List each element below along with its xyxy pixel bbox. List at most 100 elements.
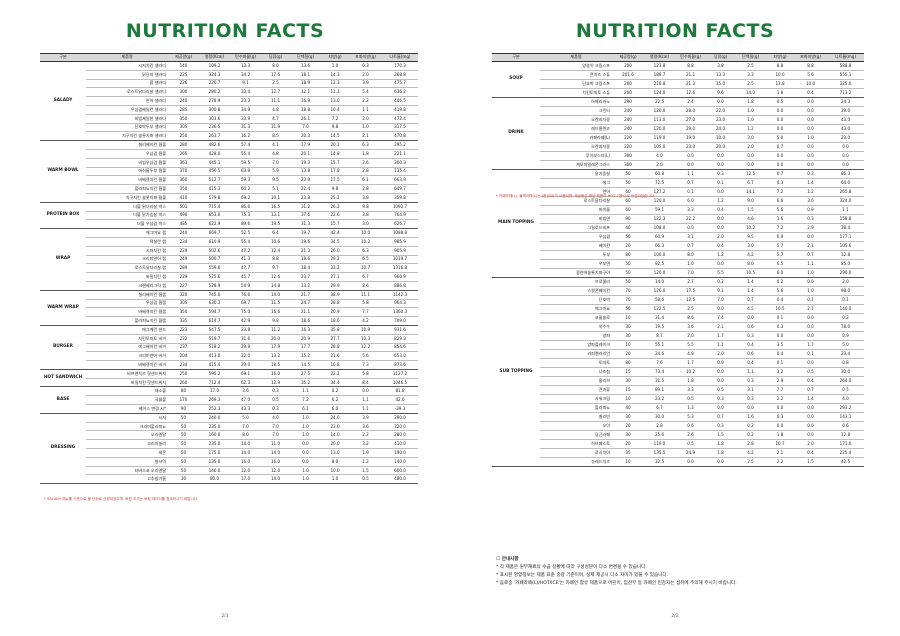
value-cell: 0.4: [735, 358, 766, 368]
product-name-cell: 루이보스티(L): [540, 151, 612, 161]
product-name-cell: 양파: [540, 331, 612, 341]
value-cell: 6.3: [349, 140, 382, 150]
value-cell: 8.0: [230, 430, 261, 441]
value-cell: 124.0: [644, 88, 675, 98]
value-cell: 16.6: [261, 307, 290, 318]
product-name-cell: 치킨토마토 버거: [86, 334, 168, 344]
product-name-cell: 고추참기름: [86, 474, 168, 485]
value-cell: 518.2: [199, 343, 230, 353]
category-cell: MAIN TOPPING: [492, 169, 540, 278]
value-cell: 20.3: [290, 131, 321, 142]
value-cell: 2.0: [735, 142, 766, 152]
value-cell: 0.0: [675, 151, 706, 161]
value-cell: 359.8: [382, 193, 418, 203]
value-cell: 9.8: [349, 202, 382, 212]
value-cell: 512.7: [199, 175, 230, 186]
value-cell: 626.7: [382, 219, 418, 230]
product-name-cell: 바베큐치킨 웜볼: [86, 175, 168, 186]
value-cell: 1.0: [735, 106, 766, 116]
value-cell: 25.6: [644, 430, 675, 440]
value-cell: 0.4: [735, 340, 766, 350]
value-cell: 6.7: [349, 272, 382, 282]
value-cell: 280.2: [199, 87, 230, 98]
table-row: 로스트닭다리살 샐러디 300 280.2 33.4 12.7 12.1 11.1 5.4 63…: [40, 87, 418, 98]
value-cell: 0.6: [735, 322, 766, 332]
value-cell: 3.2: [349, 439, 382, 450]
value-cell: 2.5: [735, 61, 766, 71]
value-cell: 234: [168, 360, 199, 370]
value-cell: 2.1: [794, 304, 827, 314]
value-cell: 2.2: [766, 394, 794, 404]
table-row: 연어 60 127.2 0.1 0.0 14.1 7.2 1.2 265.8: [492, 187, 864, 197]
table-row: 에그 50 72.5 0.7 0.1 6.7 4.3 1.4 64.0: [492, 178, 864, 188]
table-row: 로스트닭다리살 랩 289 559.6 47.7 9.7 18.4 33.2 10.7 1316…: [40, 263, 418, 274]
value-cell: 20: [612, 439, 644, 449]
value-cell: 22.6: [321, 211, 349, 221]
value-cell: 42.4: [321, 228, 349, 238]
table-row: 연어 샐러디 240 278.9 23.3 11.1 16.9 13.0 2.2 446.5: [40, 96, 418, 106]
column-header: 구분: [492, 53, 540, 62]
table-row: 견과류 15 89.1 3.3 0.5 3.1 7.7 0.7 0.5: [492, 385, 864, 395]
table-row: 사워크림 10 23.2 0.5 0.3 0.3 2.2 1.4 4.0: [492, 394, 864, 404]
value-cell: 0.0: [766, 115, 794, 125]
column-header: 당류(g): [261, 53, 290, 62]
category-cell: BURGER: [40, 325, 86, 370]
value-cell: 10.2: [349, 237, 382, 247]
value-cell: 324.0: [827, 196, 864, 206]
table-row: 더블 닭가슴살 박스 490 653.0 75.3 13.1 37.6 22.6 3.8 764…: [40, 211, 418, 221]
value-cell: 290.0: [382, 413, 418, 423]
table-row: 치킨토마토 버거 232 519.7 31.6 20.0 20.9 27.7 10.3 829.…: [40, 334, 418, 344]
value-cell: 252.3: [199, 404, 230, 414]
value-cell: 7.0: [290, 123, 321, 133]
table-row: WARM BOWL 칠리베이컨 웜볼 280 482.6 57.4 4.1 17.9 20.1…: [40, 140, 418, 203]
value-cell: 1.5: [349, 466, 382, 476]
value-cell: 5.7: [766, 241, 794, 251]
value-cell: 225.4: [827, 448, 864, 458]
value-cell: 3.0: [735, 241, 766, 251]
value-cell: 135.0: [199, 457, 230, 467]
value-cell: 5.6: [766, 205, 794, 215]
value-cell: 18.6: [290, 255, 321, 265]
value-cell: 119.0: [644, 439, 675, 449]
value-cell: 14.0: [261, 448, 290, 458]
value-cell: 4.8: [261, 105, 290, 115]
table-row: 시저치킨 랩 229 502.6 47.2 12.4 21.3 26.0 6.3 905.9: [40, 246, 418, 256]
value-cell: 0.0: [794, 421, 827, 431]
value-cell: 3.0: [735, 133, 766, 143]
value-cell: 1.7: [794, 340, 827, 350]
table-header-row: 구분 제품명 제공량(g) 열량(Kcal) 탄수화물(g) 당류(g) 단백질(g) 지방(…: [492, 53, 864, 62]
value-cell: 75.0: [230, 307, 261, 318]
value-cell: 3.1: [735, 385, 766, 395]
table-row: 두부 80 100.0 8.0 1.2 4.2 5.7 0.7 12.8: [492, 250, 864, 260]
value-cell: 350: [168, 307, 199, 318]
value-cell: 1.8: [675, 376, 706, 386]
value-cell: 2.9: [794, 223, 827, 233]
value-cell: 6.5: [766, 259, 794, 269]
product-name-cell: 로시치아: [540, 448, 612, 458]
value-cell: 0.7: [675, 241, 706, 251]
product-name-cell: 양송이 크림스프: [540, 61, 612, 71]
value-cell: 4.1: [261, 140, 290, 150]
value-cell: 59.1: [644, 205, 675, 215]
category-cell: WARM BOWL: [40, 140, 86, 203]
value-cell: 0.3: [735, 331, 766, 341]
value-cell: 58.6: [644, 295, 675, 305]
value-cell: 12.5: [675, 295, 706, 305]
value-cell: 305: [168, 123, 199, 133]
value-cell: 4.3: [766, 178, 794, 188]
value-cell: 0.0: [706, 376, 735, 386]
value-cell: 13.3: [230, 61, 261, 71]
value-cell: 27.5: [290, 369, 321, 379]
product-name-cell: 크리미연어 랩: [86, 255, 168, 265]
value-cell: 22.5: [644, 97, 675, 107]
value-cell: 1.0: [290, 466, 321, 476]
table-row: 그린티 240 120.0 28.0 22.0 1.0 0.0 0.0 39.0: [492, 106, 864, 116]
product-name-cell: 올리브: [540, 376, 612, 386]
value-cell: 23.2: [644, 394, 675, 404]
value-cell: 1.7: [675, 358, 706, 368]
value-cell: 14.0: [261, 474, 290, 485]
product-name-cell: 오이: [540, 421, 612, 431]
value-cell: 0.7: [794, 250, 827, 260]
value-cell: 237: [168, 343, 199, 353]
value-cell: 223: [168, 325, 199, 335]
